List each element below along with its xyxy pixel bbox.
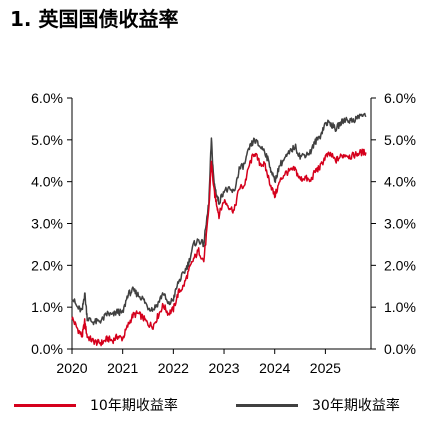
y-tick-label-right: 3.0% xyxy=(384,216,416,232)
x-tick-label: 2025 xyxy=(310,360,341,376)
legend-label-10y: 10年期收益率 xyxy=(90,398,178,414)
y-tick-label-right: 5.0% xyxy=(384,132,416,148)
y-tick-label-right: 2.0% xyxy=(384,257,416,273)
series-line-10y xyxy=(71,148,367,347)
y-tick-label-left: 5.0% xyxy=(31,132,63,148)
y-tick-label-left: 0.0% xyxy=(31,341,63,357)
y-tick-label-right: 1.0% xyxy=(384,299,416,315)
legend-item-10y: 10年期收益率 xyxy=(14,392,178,418)
y-tick-label-left: 3.0% xyxy=(31,216,63,232)
series-line-30y xyxy=(71,112,367,326)
y-tick-label-left: 1.0% xyxy=(31,299,63,315)
x-tick-label: 2024 xyxy=(259,360,290,376)
legend-item-30y: 30年期收益率 xyxy=(236,392,400,418)
chart-title: 1. 英国国债收益率 xyxy=(10,7,179,31)
tick-labels: 0.0% 1.0% 2.0% 3.0% 4.0% 5.0% 6.0% 0.0% 1.0% 2.0%… xyxy=(31,90,416,376)
x-tick-label: 2021 xyxy=(107,360,138,376)
y-tick-label-right: 0.0% xyxy=(384,341,416,357)
y-tick-label-left: 6.0% xyxy=(31,90,63,106)
legend-label-30y: 30年期收益率 xyxy=(312,398,400,414)
y-tick-label-left: 4.0% xyxy=(31,174,63,190)
y-tick-label-right: 6.0% xyxy=(384,90,416,106)
legend-swatch-10y xyxy=(14,403,76,407)
x-tick-label: 2022 xyxy=(158,360,189,376)
y-tick-label-right: 4.0% xyxy=(384,174,416,190)
x-tick-label: 2020 xyxy=(56,360,87,376)
legend-swatch-30y xyxy=(236,403,298,407)
axes xyxy=(67,97,376,354)
x-tick-label: 2023 xyxy=(208,360,239,376)
legend: 10年期收益率 30年期收益率 xyxy=(0,392,434,418)
series-lines xyxy=(71,112,367,347)
y-tick-label-left: 2.0% xyxy=(31,257,63,273)
